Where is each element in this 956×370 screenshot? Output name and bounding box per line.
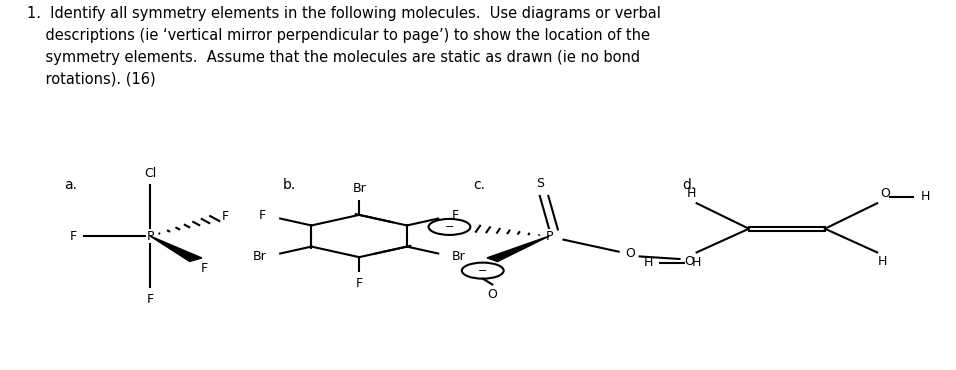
Text: F: F [259,209,266,222]
Text: O: O [625,247,635,260]
Text: O: O [488,288,497,301]
Text: c.: c. [473,178,486,192]
Text: H: H [878,255,886,268]
Polygon shape [150,236,202,262]
Text: H: H [643,256,653,269]
Text: F: F [356,277,362,290]
Text: d.: d. [683,178,696,192]
Text: S: S [535,178,544,191]
Text: Cl: Cl [144,166,156,179]
Text: F: F [222,210,228,223]
Text: P: P [546,229,553,242]
Text: b.: b. [283,178,296,192]
Text: O: O [880,187,890,200]
Text: Br: Br [452,250,466,263]
Text: H: H [921,190,930,203]
Text: Br: Br [252,250,266,263]
Text: Br: Br [353,182,366,195]
Text: H: H [692,256,701,269]
Text: F: F [452,209,459,222]
Polygon shape [487,236,550,262]
Text: P: P [146,229,154,242]
Text: H: H [687,187,697,200]
Text: F: F [146,293,154,306]
Text: O: O [684,255,694,268]
Text: F: F [201,262,207,275]
Text: 1.  Identify all symmetry elements in the following molecules.  Use diagrams or : 1. Identify all symmetry elements in the… [27,6,661,86]
Text: −: − [445,222,454,232]
Text: a.: a. [65,178,77,192]
Text: F: F [70,229,76,242]
Text: −: − [478,266,488,276]
